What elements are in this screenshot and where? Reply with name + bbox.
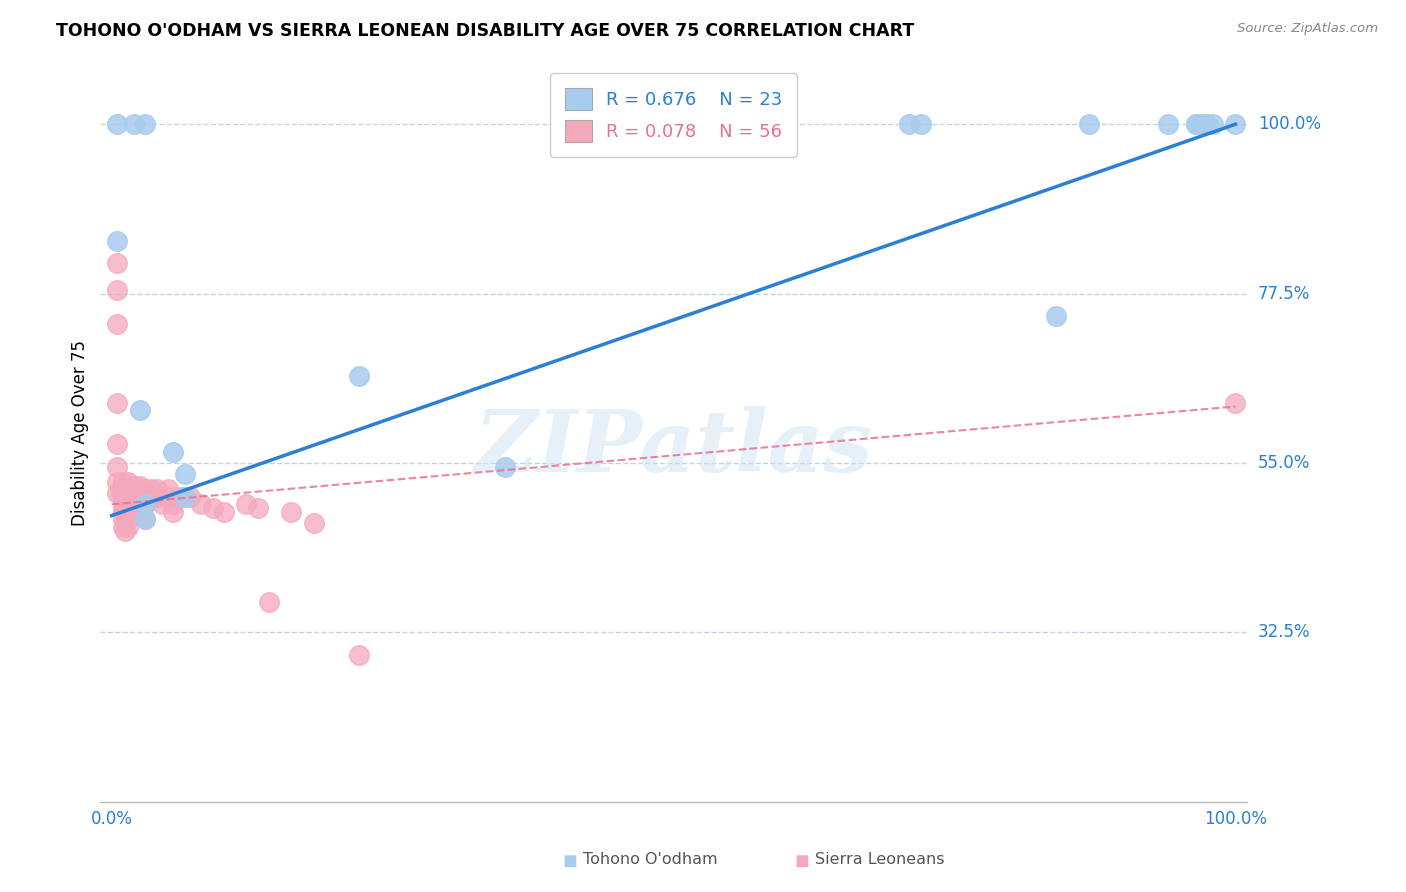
Point xyxy=(179,490,201,504)
Point xyxy=(910,117,932,131)
Point xyxy=(111,501,134,516)
Text: TOHONO O'ODHAM VS SIERRA LEONEAN DISABILITY AGE OVER 75 CORRELATION CHART: TOHONO O'ODHAM VS SIERRA LEONEAN DISABIL… xyxy=(56,22,914,40)
Point xyxy=(105,256,128,270)
Point xyxy=(1202,117,1225,131)
Point xyxy=(105,475,128,489)
Point xyxy=(280,505,302,519)
Text: Sierra Leoneans: Sierra Leoneans xyxy=(815,852,945,867)
Point xyxy=(111,475,134,489)
Text: 55.0%: 55.0% xyxy=(1258,454,1310,472)
Text: ZIPatlas: ZIPatlas xyxy=(474,406,873,490)
Point xyxy=(111,505,134,519)
Point xyxy=(105,437,128,451)
Point xyxy=(1157,117,1180,131)
Point xyxy=(1225,395,1247,409)
Point xyxy=(494,459,516,474)
Point xyxy=(134,512,156,526)
Point xyxy=(173,467,195,482)
Point xyxy=(128,497,150,511)
Point xyxy=(128,403,150,417)
Point xyxy=(1225,117,1247,131)
Point xyxy=(302,516,325,530)
Point xyxy=(117,483,139,497)
Point xyxy=(162,505,184,519)
Point xyxy=(1045,309,1067,323)
Point xyxy=(145,483,167,497)
Point xyxy=(134,497,156,511)
Text: 100.0%: 100.0% xyxy=(1258,115,1320,133)
Point xyxy=(156,483,179,497)
Point xyxy=(105,317,128,331)
Point xyxy=(111,493,134,508)
Point xyxy=(139,490,162,504)
Point xyxy=(110,486,132,500)
Point xyxy=(898,117,921,131)
Text: 32.5%: 32.5% xyxy=(1258,624,1310,641)
Point xyxy=(128,508,150,523)
Point xyxy=(1078,117,1101,131)
Point xyxy=(156,490,179,504)
Point xyxy=(134,497,156,511)
Point xyxy=(257,595,280,609)
Point xyxy=(246,501,269,516)
Point xyxy=(235,497,257,511)
Point xyxy=(162,444,184,458)
Point xyxy=(134,117,156,131)
Point xyxy=(134,512,156,526)
Point xyxy=(111,483,134,497)
Text: Source: ZipAtlas.com: Source: ZipAtlas.com xyxy=(1237,22,1378,36)
Point xyxy=(122,117,145,131)
Point xyxy=(122,486,145,500)
Point xyxy=(162,497,184,511)
Point xyxy=(1191,117,1213,131)
Point xyxy=(122,478,145,492)
Text: ◼: ◼ xyxy=(562,852,578,870)
Point xyxy=(122,497,145,511)
Point xyxy=(134,486,156,500)
Point xyxy=(212,505,235,519)
Point xyxy=(1185,117,1208,131)
Point xyxy=(117,512,139,526)
Point xyxy=(125,505,148,519)
Point xyxy=(173,490,195,504)
Point xyxy=(128,478,150,492)
Point xyxy=(105,459,128,474)
Point xyxy=(117,501,139,516)
Point xyxy=(167,490,190,504)
Point xyxy=(145,490,167,504)
Y-axis label: Disability Age Over 75: Disability Age Over 75 xyxy=(72,340,89,525)
Point xyxy=(111,520,134,534)
Point xyxy=(134,483,156,497)
Point xyxy=(347,369,370,384)
Point xyxy=(105,234,128,248)
Point xyxy=(105,283,128,297)
Point xyxy=(105,117,128,131)
Point xyxy=(190,497,212,511)
Point xyxy=(1197,117,1219,131)
Point xyxy=(347,648,370,662)
Point xyxy=(117,520,139,534)
Point xyxy=(105,395,128,409)
Point xyxy=(173,490,195,504)
Point xyxy=(117,475,139,489)
Point xyxy=(114,524,136,538)
Point xyxy=(1185,117,1208,131)
Text: Tohono O'odham: Tohono O'odham xyxy=(583,852,718,867)
Text: ◼: ◼ xyxy=(794,852,810,870)
Point xyxy=(111,486,134,500)
Point xyxy=(111,512,134,526)
Point xyxy=(139,483,162,497)
Text: 77.5%: 77.5% xyxy=(1258,285,1310,302)
Legend: R = 0.676    N = 23, R = 0.078    N = 56: R = 0.676 N = 23, R = 0.078 N = 56 xyxy=(550,73,797,157)
Point xyxy=(201,501,224,516)
Point xyxy=(150,497,173,511)
Point xyxy=(105,486,128,500)
